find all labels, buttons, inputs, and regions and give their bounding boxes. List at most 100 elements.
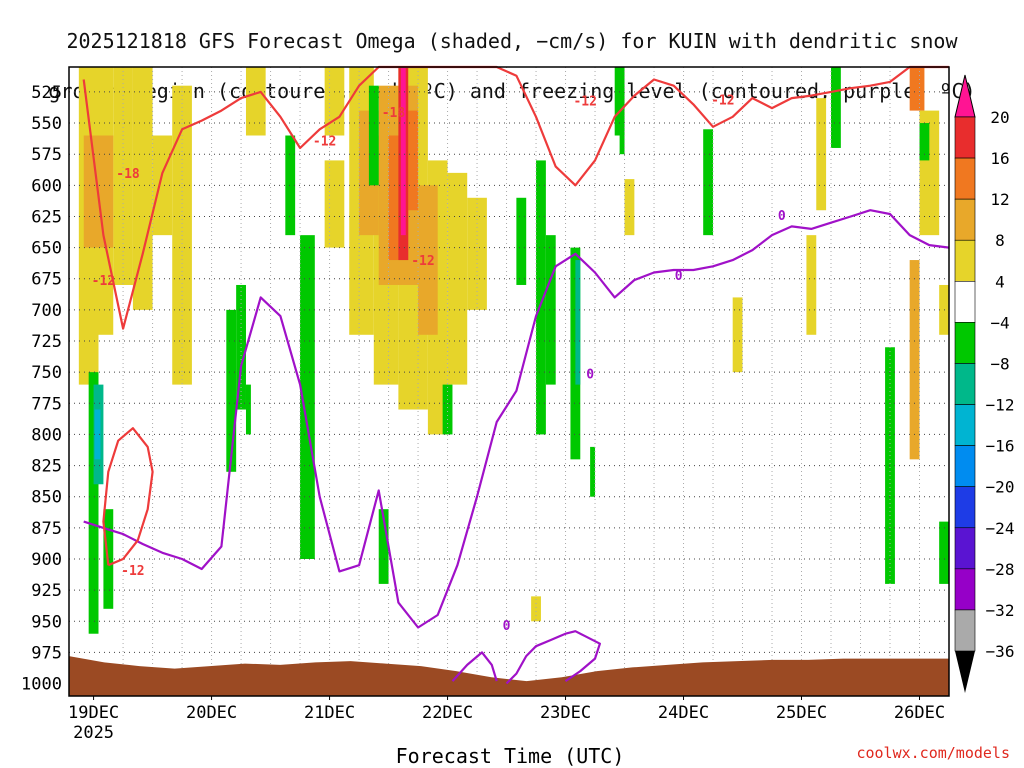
y-tick-825: 825	[31, 457, 62, 477]
purple-label-2: 0	[675, 269, 683, 284]
colorbar-tick-0: 20	[990, 108, 1009, 127]
red-label-7: -12	[573, 95, 596, 110]
x-tick-5: 24DEC	[658, 703, 709, 723]
colorbar-top-arrow	[954, 74, 976, 118]
plot-frame	[68, 66, 950, 697]
colorbar-bin-4	[954, 281, 976, 323]
colorbar-tick-13: −36	[986, 642, 1015, 661]
omega-shade-23	[531, 596, 541, 622]
red-label-8: -12	[711, 93, 734, 108]
colorbar-tick-1: 16	[990, 149, 1009, 168]
omega-shade-54	[919, 123, 930, 161]
colorbar-bin-10	[954, 527, 976, 570]
purple-contour-line	[83, 209, 950, 629]
y-tick-700: 700	[31, 301, 62, 321]
x-tick-6: 25DEC	[776, 703, 827, 723]
omega-shade-40	[300, 235, 315, 559]
y-tick-725: 725	[31, 332, 62, 352]
red-label-4: -18	[382, 106, 406, 121]
y-axis: 525 550 575 600 625 650 675 700 725 750 775 800 825 8…	[21, 83, 62, 695]
omega-shade-30	[909, 260, 920, 460]
purple-label-3: 0	[586, 367, 594, 382]
chart-title: 2025121818 GFS Forecast Omega (shaded, −…	[0, 4, 1024, 129]
purple-contour-loop	[505, 630, 601, 685]
purple-label-4: 0	[503, 619, 511, 634]
colorbar-bin-6	[954, 363, 976, 405]
colorbar-bin-8	[954, 445, 976, 487]
omega-shade-46	[545, 235, 556, 385]
colorbar-tick-11: −28	[986, 560, 1015, 579]
y-tick-1000: 1000	[21, 675, 62, 695]
x-tick-3: 22DEC	[422, 703, 473, 723]
red-label-2: -12	[121, 564, 144, 579]
omega-shade-51	[619, 85, 625, 155]
omega-shade-14	[447, 172, 468, 385]
credit-link[interactable]: coolwx.com/models	[856, 744, 1010, 762]
y-tick-575: 575	[31, 145, 62, 165]
omega-shade-32	[88, 372, 99, 634]
omega-shade-44	[516, 197, 527, 285]
colorbar-tick-3: 8	[995, 231, 1005, 250]
omega-shade-43	[442, 384, 453, 435]
colorbar-tick-10: −24	[986, 519, 1015, 538]
y-tick-950: 950	[31, 612, 62, 632]
colorbar-bin-2	[954, 198, 976, 241]
colorbar-bin-5	[954, 322, 976, 364]
contours: -12 -12 -18 -18 -12 -12 -12 -12 0 0 0 0	[82, 65, 950, 685]
omega-shade-26	[816, 98, 827, 211]
omega-shade-39	[285, 135, 296, 236]
colorbar-tick-7: −12	[986, 396, 1015, 415]
colorbar-tick-9: −20	[986, 478, 1015, 497]
omega-shade-28	[909, 67, 925, 111]
omega-shade-56	[939, 521, 949, 584]
omega-shade-7	[245, 67, 266, 136]
colorbar-tick-12: −32	[986, 601, 1015, 620]
omega-shade-48	[575, 260, 581, 385]
x-tick-1: 20DEC	[186, 703, 237, 723]
omega-shade-22	[400, 67, 406, 236]
colorbar-tick-5: −4	[990, 313, 1009, 332]
y-tick-800: 800	[31, 425, 62, 445]
purple-label-1: 0	[778, 209, 786, 224]
y-tick-550: 550	[31, 114, 62, 134]
y-tick-625: 625	[31, 207, 62, 227]
grid-lines	[69, 67, 949, 696]
colorbar-tick-6: −8	[990, 354, 1009, 373]
x-axis-label: Forecast Time (UTC)	[396, 744, 625, 768]
omega-shade-20	[408, 110, 419, 211]
red-contour-loop	[102, 427, 154, 567]
y-tick-975: 975	[31, 643, 62, 663]
omega-shade-45	[536, 160, 546, 435]
omega-shade-3	[132, 67, 153, 310]
red-label-6: -12	[411, 254, 434, 269]
purple-contour-bottom	[451, 651, 498, 682]
omega-shade-25	[732, 297, 743, 373]
colorbar-bin-0	[954, 116, 976, 159]
colorbar-bin-3	[954, 239, 976, 282]
red-label-5: -12	[313, 134, 336, 149]
red-label-3: -18	[116, 167, 140, 182]
omega-shading	[78, 67, 949, 634]
omega-shade-18	[418, 185, 438, 335]
colorbar: 20 16 12 8 4 −4 −8 −12 −16 −20 −24 −28 −32 −36	[954, 74, 1015, 693]
omega-shade-49	[590, 446, 596, 497]
colorbar-tick-2: 12	[990, 190, 1009, 209]
colorbar-bin-7	[954, 404, 976, 446]
omega-shade-55	[885, 347, 895, 584]
omega-shade-41	[368, 85, 379, 186]
colorbar-bin-11	[954, 568, 976, 611]
y-tick-750: 750	[31, 363, 62, 383]
x-tick-7: 26DEC	[894, 703, 945, 723]
red-contour-line	[82, 65, 949, 330]
omega-shade-36	[226, 309, 237, 472]
omega-shade-42	[378, 509, 389, 584]
colorbar-bin-1	[954, 157, 976, 200]
omega-shade-52	[703, 129, 714, 236]
omega-shade-34	[94, 409, 101, 460]
omega-shade-15	[467, 197, 487, 310]
x-tick-year: 2025	[73, 723, 114, 743]
colorbar-tick-4: 4	[995, 272, 1005, 291]
omega-shade-38	[245, 384, 251, 435]
omega-shade-24	[624, 179, 635, 236]
y-tick-525: 525	[31, 83, 62, 103]
